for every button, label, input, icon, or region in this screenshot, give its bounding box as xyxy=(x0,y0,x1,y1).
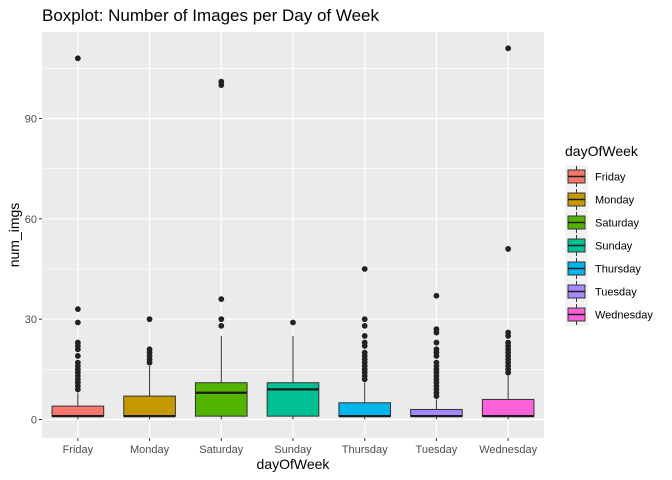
legend-item-monday: Monday xyxy=(565,188,635,211)
outlier-point xyxy=(290,319,296,326)
box-saturday xyxy=(194,78,248,420)
outlier-point xyxy=(218,322,225,329)
x-tick-label: Sunday xyxy=(274,444,312,456)
y-tick-label: 60 xyxy=(25,214,37,226)
y-tick-label: 90 xyxy=(25,114,37,126)
outlier-point xyxy=(146,346,153,353)
legend: dayOfWeek Friday Monday Saturday Sunday Thur… xyxy=(565,143,653,326)
legend-label: Tuesday xyxy=(595,287,637,299)
legend-label: Thursday xyxy=(595,264,641,276)
legend-item-tuesday: Tuesday xyxy=(565,280,637,303)
x-tick-label: Wednesday xyxy=(479,444,537,456)
y-tick-label: 30 xyxy=(25,314,37,326)
outlier-point xyxy=(433,339,440,346)
legend-label: Friday xyxy=(595,172,626,184)
outlier-point xyxy=(433,326,440,333)
box-sunday xyxy=(266,319,320,420)
outlier-point xyxy=(218,78,225,85)
legend-label: Wednesday xyxy=(595,310,653,322)
x-tick-label: Saturday xyxy=(199,444,244,456)
outlier-point xyxy=(74,55,81,62)
legend-title: dayOfWeek xyxy=(565,143,639,159)
box-wednesday xyxy=(481,45,535,420)
outlier-point xyxy=(361,339,368,346)
legend-item-saturday: Saturday xyxy=(565,211,640,234)
outlier-point xyxy=(361,316,368,323)
box-tuesday xyxy=(410,292,463,420)
x-tick-label: Friday xyxy=(63,444,94,456)
outlier-point xyxy=(74,319,81,326)
legend-item-sunday: Sunday xyxy=(565,234,633,257)
box-monday xyxy=(123,316,176,420)
outlier-point xyxy=(146,316,153,323)
legend-item-wednesday: Wednesday xyxy=(565,303,653,326)
outlier-point xyxy=(505,329,512,336)
y-axis-title: num_imgs xyxy=(6,203,22,268)
box-body xyxy=(123,395,176,417)
outlier-point xyxy=(433,292,440,299)
outlier-point xyxy=(74,339,81,346)
outlier-point xyxy=(361,349,368,356)
x-axis-ticks: Friday Monday Saturday Sunday Thursday Tuesda… xyxy=(63,438,538,456)
x-tick-label: Monday xyxy=(130,444,170,456)
box-friday xyxy=(51,55,105,420)
outlier-point xyxy=(361,266,368,272)
x-tick-label: Thursday xyxy=(342,444,388,456)
box-body xyxy=(481,398,535,417)
legend-label: Saturday xyxy=(595,218,640,230)
outlier-point xyxy=(505,339,512,346)
y-tick-label: 0 xyxy=(31,415,37,427)
legend-label: Monday xyxy=(595,195,635,207)
box-thursday xyxy=(338,266,392,420)
x-tick-label: Tuesday xyxy=(416,444,458,456)
outlier-point xyxy=(74,359,81,366)
legend-item-friday: Friday xyxy=(565,165,626,188)
outlier-point xyxy=(361,332,368,339)
outlier-point xyxy=(361,322,368,329)
outlier-point xyxy=(74,353,81,359)
chart-title: Boxplot: Number of Images per Day of Wee… xyxy=(42,6,380,25)
boxes xyxy=(51,45,535,420)
box-body xyxy=(194,382,248,417)
outlier-point xyxy=(74,306,81,313)
y-axis-ticks: 0 30 60 90 xyxy=(25,114,42,427)
box-body xyxy=(51,405,105,417)
box-body xyxy=(338,402,392,417)
outlier-point xyxy=(218,316,225,323)
legend-label: Sunday xyxy=(595,241,633,253)
outlier-point xyxy=(505,246,512,252)
box-body xyxy=(266,382,320,417)
outlier-point xyxy=(218,296,225,302)
legend-item-thursday: Thursday xyxy=(565,257,641,280)
outlier-point xyxy=(433,346,440,353)
x-axis-title: dayOfWeek xyxy=(257,456,331,472)
outlier-point xyxy=(505,45,512,52)
outlier-point xyxy=(433,359,440,366)
